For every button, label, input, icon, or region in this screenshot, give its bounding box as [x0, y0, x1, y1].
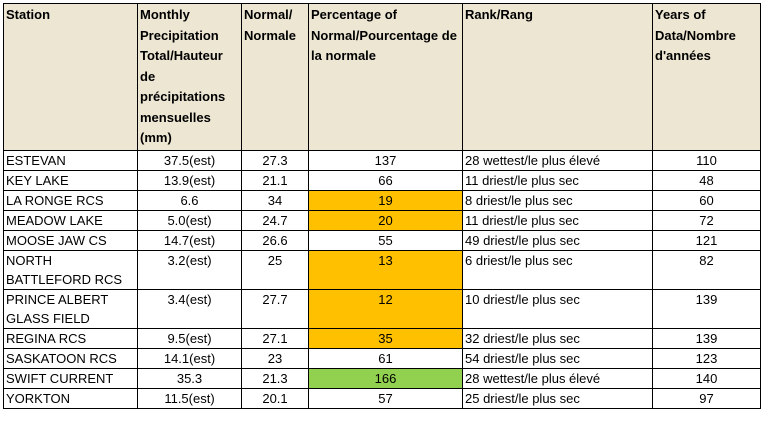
cell-rank: 32 driest/le plus sec: [462, 327, 653, 349]
cell-years: 97: [652, 387, 761, 409]
header-station: Station: [3, 3, 138, 151]
precipitation-table: Station Monthly Precipitation Total/Haut…: [3, 3, 761, 409]
cell-station: MEADOW LAKE: [3, 209, 138, 231]
cell-monthly-total: 35.3: [137, 367, 242, 389]
cell-percent-normal: 137: [308, 149, 463, 171]
cell-years: 140: [652, 367, 761, 389]
cell-rank: 10 driest/le plus sec: [462, 288, 653, 329]
cell-rank: 8 driest/le plus sec: [462, 189, 653, 211]
cell-station: SASKATOON RCS: [3, 347, 138, 369]
cell-normal: 23: [241, 347, 309, 369]
cell-normal: 24.7: [241, 209, 309, 231]
cell-normal: 21.3: [241, 367, 309, 389]
cell-normal: 25: [241, 249, 309, 290]
cell-percent-normal: 35: [308, 327, 463, 349]
table-row: ESTEVAN 37.5(est) 27.3 137 28 wettest/le plu…: [3, 149, 761, 171]
header-rank: Rank/Rang: [462, 3, 653, 151]
cell-monthly-total: 6.6: [137, 189, 242, 211]
cell-station: REGINA RCS: [3, 327, 138, 349]
cell-normal: 20.1: [241, 387, 309, 409]
cell-percent-normal: 66: [308, 169, 463, 191]
cell-years: 110: [652, 149, 761, 171]
table-row: REGINA RCS 9.5(est) 27.1 35 32 driest/le plu…: [3, 327, 761, 349]
cell-station: ESTEVAN: [3, 149, 138, 171]
table-row: SASKATOON RCS 14.1(est) 23 61 54 driest/le p…: [3, 347, 761, 369]
cell-station: YORKTON: [3, 387, 138, 409]
header-normal: Normal/ Normale: [241, 3, 309, 151]
table-row: MEADOW LAKE 5.0(est) 24.7 20 11 driest/le pl…: [3, 209, 761, 231]
cell-percent-normal: 12: [308, 288, 463, 329]
cell-monthly-total: 11.5(est): [137, 387, 242, 409]
table-row: PRINCE ALBERT GLASS FIELD 3.4(est) 27.7 12 1…: [3, 288, 761, 329]
cell-monthly-total: 13.9(est): [137, 169, 242, 191]
cell-rank: 25 driest/le plus sec: [462, 387, 653, 409]
cell-rank: 28 wettest/le plus élevé: [462, 149, 653, 171]
cell-monthly-total: 3.2(est): [137, 249, 242, 290]
table-row: NORTH BATTLEFORD RCS 3.2(est) 25 13 6 driest…: [3, 249, 761, 290]
cell-station: PRINCE ALBERT GLASS FIELD: [3, 288, 138, 329]
cell-rank: 11 driest/le plus sec: [462, 209, 653, 231]
cell-rank: 49 driest/le plus sec: [462, 229, 653, 251]
table-row: YORKTON 11.5(est) 20.1 57 25 driest/le plus …: [3, 387, 761, 409]
cell-years: 82: [652, 249, 761, 290]
cell-station: KEY LAKE: [3, 169, 138, 191]
cell-rank: 11 driest/le plus sec: [462, 169, 653, 191]
cell-years: 60: [652, 189, 761, 211]
cell-normal: 27.7: [241, 288, 309, 329]
cell-years: 121: [652, 229, 761, 251]
cell-years: 48: [652, 169, 761, 191]
cell-normal: 26.6: [241, 229, 309, 251]
cell-normal: 27.3: [241, 149, 309, 171]
cell-monthly-total: 14.1(est): [137, 347, 242, 369]
cell-percent-normal: 61: [308, 347, 463, 369]
cell-station: SWIFT CURRENT: [3, 367, 138, 389]
cell-rank: 6 driest/le plus sec: [462, 249, 653, 290]
header-monthly-total: Monthly Precipitation Total/Hauteur de p…: [137, 3, 242, 151]
header-years: Years of Data/Nombre d'années: [652, 3, 761, 151]
cell-monthly-total: 37.5(est): [137, 149, 242, 171]
cell-station: NORTH BATTLEFORD RCS: [3, 249, 138, 290]
header-percent-normal: Percentage of Normal/Pourcentage de la n…: [308, 3, 463, 151]
table-row: SWIFT CURRENT 35.3 21.3 166 28 wettest/le pl…: [3, 367, 761, 389]
cell-rank: 54 driest/le plus sec: [462, 347, 653, 369]
table-row: LA RONGE RCS 6.6 34 19 8 driest/le plus sec 6…: [3, 189, 761, 211]
cell-monthly-total: 9.5(est): [137, 327, 242, 349]
cell-years: 139: [652, 288, 761, 329]
cell-years: 123: [652, 347, 761, 369]
cell-monthly-total: 3.4(est): [137, 288, 242, 329]
cell-normal: 27.1: [241, 327, 309, 349]
cell-percent-normal: 13: [308, 249, 463, 290]
cell-percent-normal: 166: [308, 367, 463, 389]
cell-station: LA RONGE RCS: [3, 189, 138, 211]
cell-rank: 28 wettest/le plus élevé: [462, 367, 653, 389]
header-row: Station Monthly Precipitation Total/Haut…: [3, 3, 761, 151]
cell-monthly-total: 5.0(est): [137, 209, 242, 231]
cell-percent-normal: 55: [308, 229, 463, 251]
table-row: KEY LAKE 13.9(est) 21.1 66 11 driest/le plus…: [3, 169, 761, 191]
cell-percent-normal: 19: [308, 189, 463, 211]
cell-percent-normal: 20: [308, 209, 463, 231]
cell-station: MOOSE JAW CS: [3, 229, 138, 251]
cell-normal: 21.1: [241, 169, 309, 191]
cell-monthly-total: 14.7(est): [137, 229, 242, 251]
table-row: MOOSE JAW CS 14.7(est) 26.6 55 49 driest/le …: [3, 229, 761, 251]
cell-percent-normal: 57: [308, 387, 463, 409]
cell-years: 72: [652, 209, 761, 231]
cell-years: 139: [652, 327, 761, 349]
cell-normal: 34: [241, 189, 309, 211]
table-body: ESTEVAN 37.5(est) 27.3 137 28 wettest/le plu…: [3, 149, 761, 409]
